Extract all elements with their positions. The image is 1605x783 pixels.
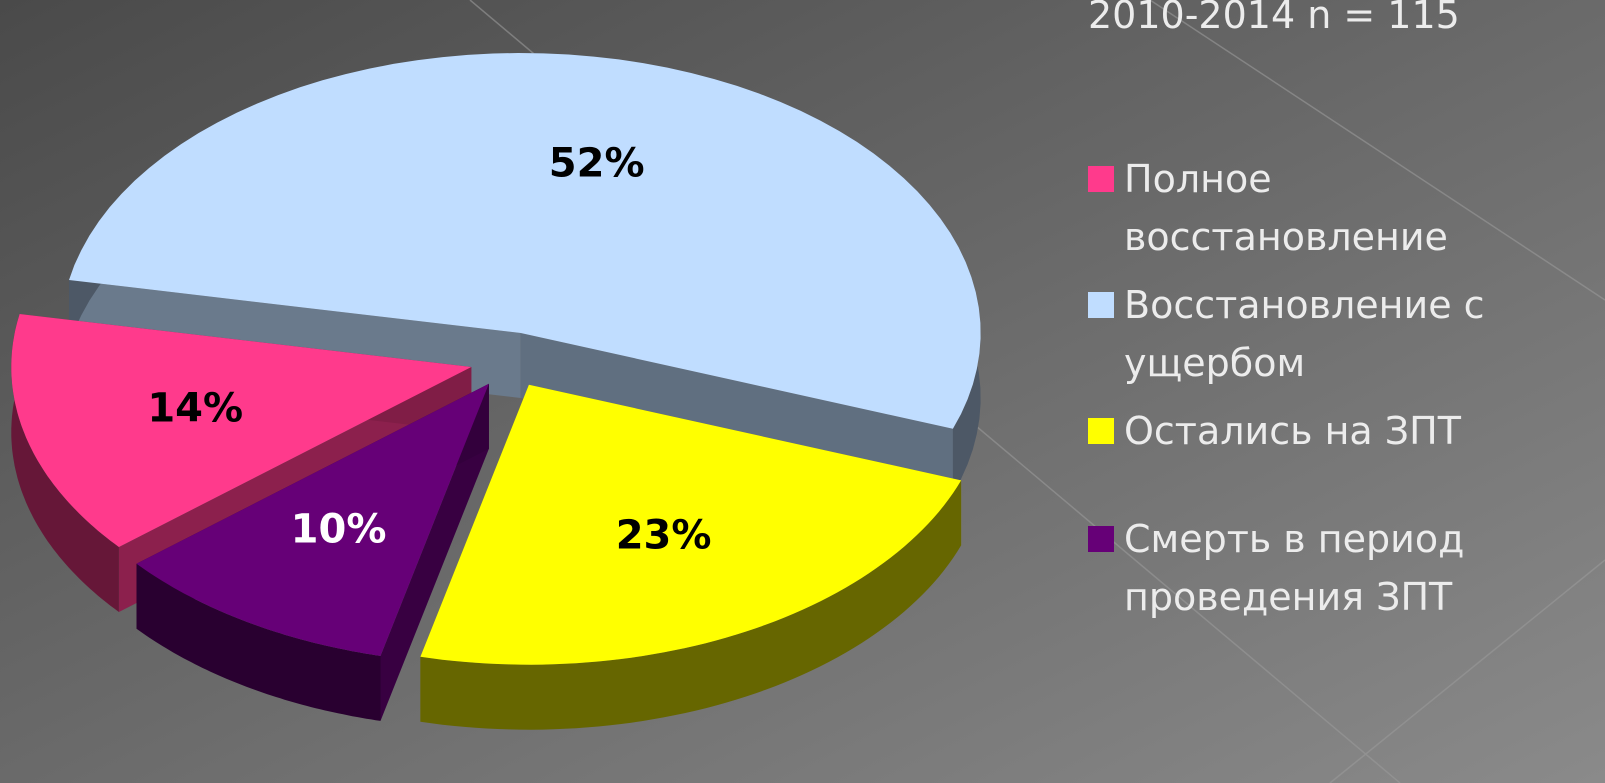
legend-label: Восстановление с ущербом bbox=[1124, 283, 1485, 385]
slice-top bbox=[11, 314, 472, 547]
legend: Полное восстановление Восстановление с ущ… bbox=[1088, 150, 1558, 636]
slice-top bbox=[69, 53, 981, 429]
legend-item: Остались на ЗПТ bbox=[1088, 402, 1558, 460]
legend-label: Остались на ЗПТ bbox=[1124, 409, 1461, 453]
legend-label: Смерть в период проведения ЗПТ bbox=[1124, 517, 1465, 619]
data-label: 52% bbox=[549, 141, 645, 187]
slice-top bbox=[420, 384, 962, 665]
slice: 23% bbox=[420, 384, 962, 730]
data-label: 14% bbox=[147, 386, 243, 432]
slice-side bbox=[420, 480, 962, 730]
legend-item: Смерть в период проведения ЗПТ bbox=[1088, 510, 1558, 626]
data-label: 23% bbox=[616, 513, 712, 559]
slice-side bbox=[136, 563, 381, 721]
data-label: 10% bbox=[291, 506, 387, 552]
legend-swatch bbox=[1088, 292, 1114, 318]
pie: 52% 14% 10% 23% bbox=[11, 53, 981, 730]
legend-swatch bbox=[1088, 418, 1114, 444]
slice-side bbox=[11, 314, 119, 612]
slice-top bbox=[136, 383, 489, 656]
legend-item: Полное восстановление bbox=[1088, 150, 1558, 266]
slice-side bbox=[380, 383, 489, 721]
chart-title: 2010-2014 n = 115 bbox=[1088, 0, 1460, 37]
slice-side bbox=[520, 333, 953, 494]
legend-swatch bbox=[1088, 526, 1114, 552]
legend-swatch bbox=[1088, 166, 1114, 192]
legend-item: Восстановление с ущербом bbox=[1088, 276, 1558, 392]
legend-label: Полное восстановление bbox=[1124, 157, 1448, 259]
slice: 10% bbox=[136, 383, 489, 721]
